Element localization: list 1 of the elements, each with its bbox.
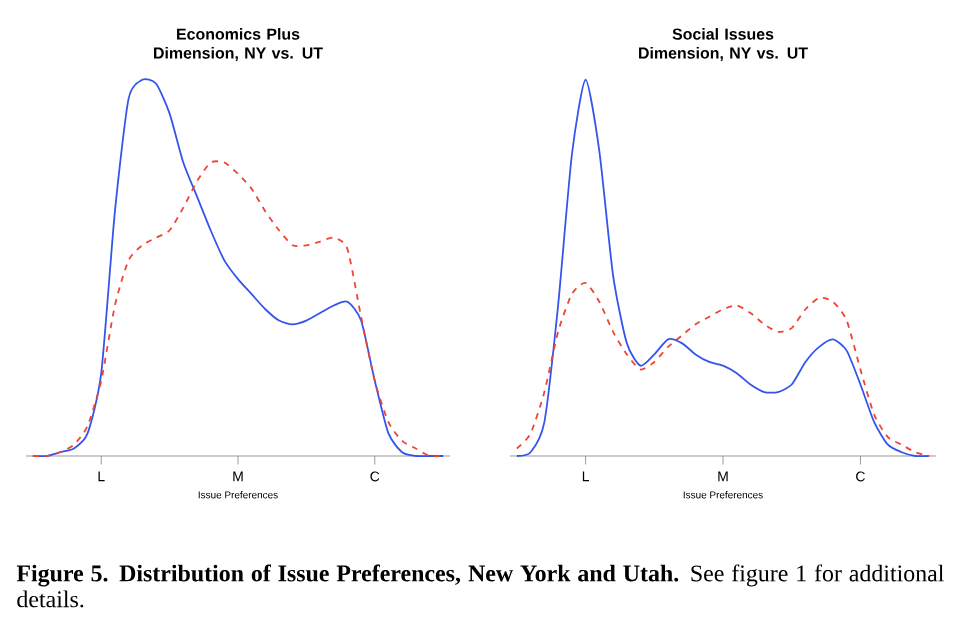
text: Figure 5. Distribution of Issue Preferences, New York and Utah. See figure 1 for additional details. [16, 564, 944, 608]
